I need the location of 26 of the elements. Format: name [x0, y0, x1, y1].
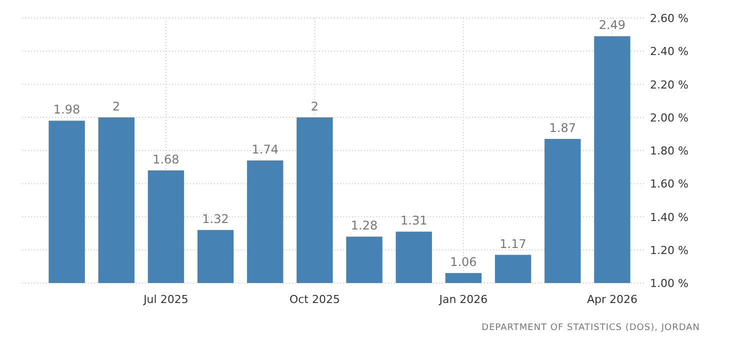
text: DEPARTMENT OF STATISTICS (DOS), JORDAN — [482, 323, 700, 333]
y-tick-label: 2.20 % — [650, 78, 688, 92]
y-tick-label: 1.80 % — [650, 144, 688, 158]
x-tick-label: Oct 2025 — [289, 293, 340, 306]
x-tick-label: Jul 2025 — [142, 293, 188, 306]
x-tick-label: Apr 2026 — [586, 293, 638, 306]
y-tick-label: 1.40 % — [650, 210, 688, 224]
x-tick-label: Jan 2026 — [438, 293, 488, 306]
y-tick-label: 1.20 % — [650, 244, 688, 257]
data-label: 1.74 — [252, 142, 278, 156]
data-label: 1.87 — [549, 120, 576, 135]
y-tick-label: 2.00 % — [650, 111, 688, 124]
data-label: 1.06 — [450, 255, 477, 270]
y-tick-label: 2.60 % — [650, 12, 688, 25]
y-tick-label: 1.60 % — [650, 178, 688, 191]
data-label: 1.31 — [400, 214, 428, 228]
y-tick-label: 1.00 % — [650, 277, 688, 290]
data-label: 2 — [112, 99, 120, 114]
data-label: 1.98 — [53, 102, 80, 117]
data-label: 1.28 — [350, 218, 378, 233]
data-label: 1.68 — [152, 152, 180, 166]
data-label: 1.17 — [500, 236, 526, 251]
data-label: 1.32 — [202, 212, 229, 226]
data-label: 2 — [310, 99, 319, 114]
y-tick-label: 2.40 % — [650, 45, 688, 58]
data-label: 2.49 — [598, 18, 626, 32]
